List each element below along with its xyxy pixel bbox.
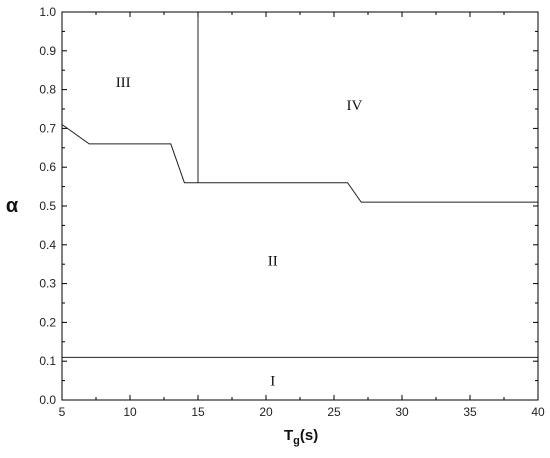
y-tick-label: 0.0 bbox=[39, 393, 56, 407]
axis-ticks bbox=[61, 11, 539, 401]
y-tick-label: 0.7 bbox=[39, 121, 56, 135]
region-label: I bbox=[270, 374, 275, 390]
y-tick-label: 0.2 bbox=[39, 315, 56, 329]
x-axis-label-subscript: g bbox=[293, 435, 300, 447]
y-axis-label: α bbox=[6, 195, 19, 217]
x-tick-label: 30 bbox=[395, 405, 409, 419]
plot-frame bbox=[61, 11, 539, 401]
y-tick-label: 0.9 bbox=[39, 44, 56, 58]
x-tick-label: 20 bbox=[259, 405, 273, 419]
x-tick-label: 10 bbox=[123, 405, 137, 419]
x-axis-label-main: T bbox=[284, 427, 293, 444]
y-tick-label: 0.5 bbox=[39, 199, 56, 213]
region-label: II bbox=[268, 253, 278, 269]
y-tick-label: 0.4 bbox=[39, 238, 56, 252]
region-label: III bbox=[116, 75, 131, 91]
region-label: IV bbox=[346, 98, 362, 114]
y-tick-label: 0.1 bbox=[39, 354, 56, 368]
x-tick-label: 15 bbox=[191, 405, 205, 419]
y-tick-label: 1.0 bbox=[39, 5, 56, 19]
x-tick-label: 40 bbox=[531, 405, 545, 419]
x-axis-label: Tg(s) bbox=[284, 427, 318, 447]
x-tick-label: 5 bbox=[59, 405, 66, 419]
y-tick-label: 0.8 bbox=[39, 83, 56, 97]
axis-tick-labels: 5 10 15 20 25 30 35 40 0.0 0.1 0.2 0.3 0.4 0.5 0.6 0.7 0… bbox=[39, 5, 545, 419]
y-tick-label: 0.3 bbox=[39, 277, 56, 291]
x-tick-label: 25 bbox=[327, 405, 341, 419]
x-axis-label-unit: (s) bbox=[300, 427, 318, 444]
plot-lines bbox=[61, 12, 538, 358]
y-tick-label: 0.6 bbox=[39, 160, 56, 174]
boundary-line-1 bbox=[61, 124, 538, 203]
x-tick-label: 35 bbox=[463, 405, 477, 419]
